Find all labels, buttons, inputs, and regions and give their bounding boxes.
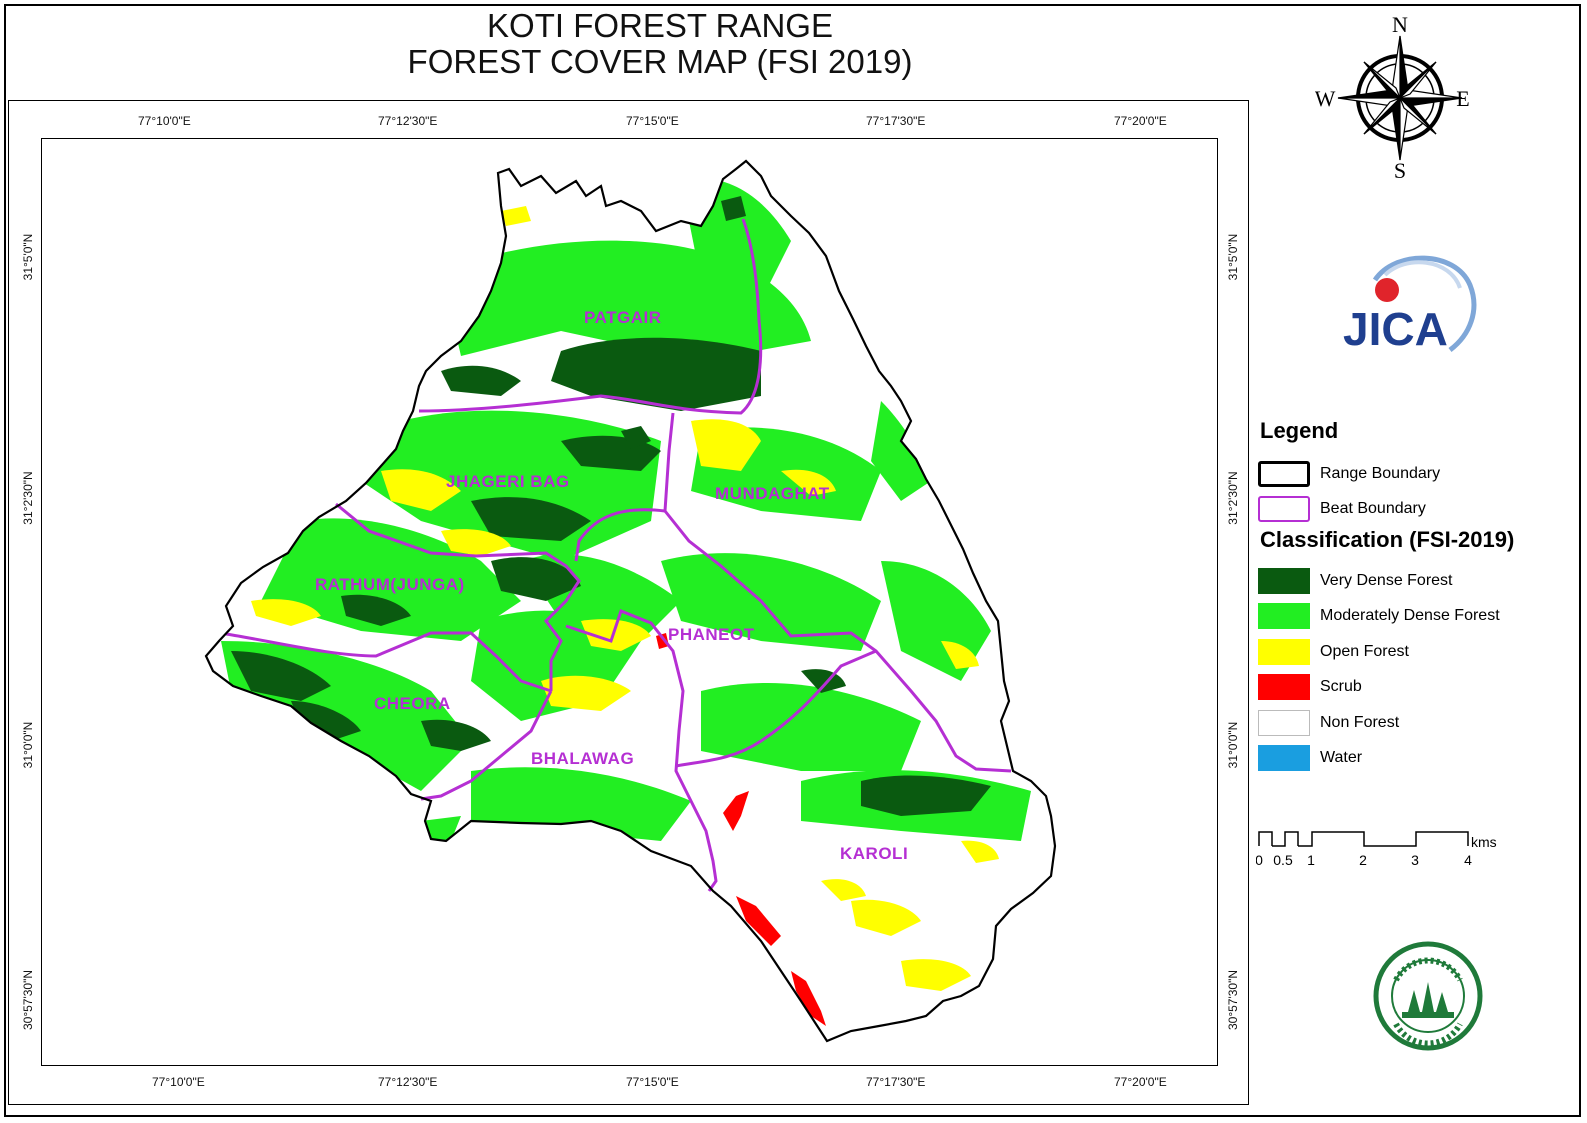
beat-label-patgair: PATGAIR — [584, 308, 662, 327]
beat-label-bhalawag: BHALAWAG — [531, 749, 635, 768]
left-coord-4: 30°57'30"N — [21, 969, 35, 1031]
legend-label: Beat Boundary — [1320, 500, 1426, 518]
legend-row-non-forest: Non Forest — [1258, 705, 1558, 741]
compass-w-label: W — [1315, 86, 1336, 111]
compass-s-label: S — [1394, 158, 1406, 180]
beat-label-cheora: CHEORA — [374, 694, 451, 713]
jica-logo-text: JICA — [1343, 303, 1448, 355]
scale-tick-0-5: 0.5 — [1273, 852, 1293, 868]
map-frame — [8, 100, 1249, 1105]
bottom-coord-3: 77°15'0"E — [626, 1075, 679, 1089]
left-coord-3: 31°0'0"N — [21, 721, 35, 769]
beat-label-rathum-junga: RATHUM(JUNGA) — [315, 575, 465, 594]
non-forest-swatch — [1258, 709, 1310, 736]
legend-row-very-dense: Very Dense Forest — [1258, 563, 1558, 599]
bottom-coord-1: 77°10'0"E — [152, 1075, 205, 1089]
legend-row-scrub: Scrub — [1258, 670, 1558, 706]
beat-label-jhageri-bag: JHAGERI BAG — [446, 472, 570, 491]
page-frame — [4, 4, 1581, 1117]
legend-label: Moderately Dense Forest — [1320, 607, 1500, 625]
beat-boundaries — [225, 218, 1012, 892]
forest-cover-map — [204, 159, 1057, 1043]
legend-label: Range Boundary — [1320, 464, 1441, 482]
left-coord-1: 31°5'0"N — [21, 233, 35, 281]
legend-label: Open Forest — [1320, 642, 1409, 660]
scale-bar: 0 0.5 1 2 3 4 kms — [1256, 831, 1497, 868]
classification-layer — [206, 161, 1055, 1041]
legend: Legend Range Boundary Beat Boundary Clas… — [1258, 418, 1558, 776]
compass-rose-icon: N S E W — [1315, 12, 1470, 180]
water-swatch — [1258, 745, 1310, 772]
jica-logo: JICA — [1343, 255, 1477, 355]
compass-n-label: N — [1392, 12, 1408, 37]
top-coord-4: 77°17'30"E — [866, 114, 926, 128]
scrub-swatch — [1258, 674, 1310, 701]
scale-tick-2: 2 — [1359, 852, 1367, 868]
legend-row-water: Water — [1258, 741, 1558, 777]
forest-department-seal — [1373, 941, 1483, 1051]
top-coord-5: 77°20'0"E — [1114, 114, 1167, 128]
scale-tick-0: 0 — [1256, 852, 1263, 868]
right-coord-1: 31°5'0"N — [1226, 233, 1240, 281]
legend-row-beat-boundary: Beat Boundary — [1258, 492, 1558, 528]
bottom-coord-4: 77°17'30"E — [866, 1075, 926, 1089]
scale-tick-4: 4 — [1464, 852, 1472, 868]
bottom-coord-2: 77°12'30"E — [378, 1075, 438, 1089]
map-canvas — [41, 138, 1218, 1066]
moderately-dense-swatch — [1258, 603, 1310, 630]
range-boundary — [204, 159, 1057, 1043]
map-title-line2: FOREST COVER MAP (FSI 2019) — [407, 43, 913, 80]
bottom-coord-5: 77°20'0"E — [1114, 1075, 1167, 1089]
top-coord-1: 77°10'0"E — [138, 114, 191, 128]
scale-tick-1: 1 — [1307, 852, 1315, 868]
scale-tick-3: 3 — [1411, 852, 1419, 868]
legend-label: Non Forest — [1320, 713, 1400, 731]
top-coord-3: 77°15'0"E — [626, 114, 679, 128]
beat-label-mundaghat: MUNDAGHAT — [715, 484, 830, 503]
left-coord-2: 31°2'30"N — [21, 471, 35, 525]
legend-label: Very Dense Forest — [1320, 571, 1453, 589]
top-coord-2: 77°12'30"E — [378, 114, 438, 128]
range-boundary-swatch — [1258, 460, 1310, 487]
very-dense-swatch — [1258, 567, 1310, 594]
open-forest-swatch — [1258, 638, 1310, 665]
legend-label: Water — [1320, 749, 1363, 767]
compass-e-label: E — [1456, 86, 1469, 111]
right-coord-3: 31°0'0"N — [1226, 721, 1240, 769]
classification-title: Classification (FSI-2019) — [1260, 527, 1515, 552]
right-coord-2: 31°2'30"N — [1226, 471, 1240, 525]
right-coord-4: 30°57'30"N — [1226, 969, 1240, 1031]
legend-title: Legend — [1260, 418, 1339, 443]
legend-row-moderately-dense: Moderately Dense Forest — [1258, 599, 1558, 635]
legend-row-open-forest: Open Forest — [1258, 634, 1558, 670]
beat-label-phaneot: PHANEOT — [668, 625, 755, 644]
beat-label-karoli: KAROLI — [840, 844, 909, 863]
legend-label: Scrub — [1320, 678, 1362, 696]
scale-unit: kms — [1471, 834, 1497, 850]
map-title-line1: KOTI FOREST RANGE — [487, 7, 833, 44]
beat-boundary-swatch — [1258, 496, 1310, 523]
legend-row-range-boundary: Range Boundary — [1258, 456, 1558, 492]
